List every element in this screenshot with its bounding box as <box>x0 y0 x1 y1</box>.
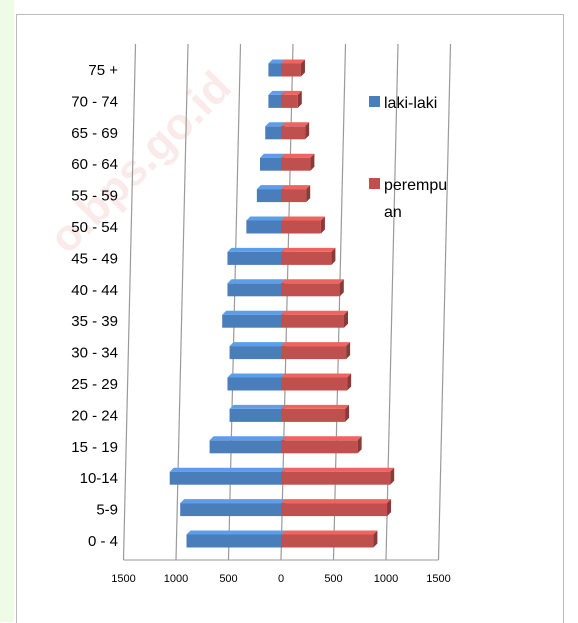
gridline <box>122 43 137 561</box>
bar-perempuan-3 <box>281 436 362 454</box>
bar-perempuan-13 <box>281 122 310 140</box>
x-tick-label: 500 <box>324 573 342 585</box>
x-tick-label: 0 <box>278 573 284 585</box>
bar-perempuan-4 <box>281 404 350 422</box>
category-label: 75 + <box>88 62 118 79</box>
bar-laki-laki-5 <box>227 373 285 391</box>
label-layer: 1500 1000 500 0 500 1000 1500 0 - 4 5-9 10-14 15 -… <box>71 62 450 585</box>
legend-item-1: perempu an <box>369 177 447 221</box>
category-label: 70 - 74 <box>71 93 118 110</box>
bar-perempuan-10 <box>281 216 325 234</box>
bar-laki-laki-9 <box>227 247 285 265</box>
bar-perempuan-1 <box>281 499 392 517</box>
category-label: 65 - 69 <box>71 125 118 142</box>
category-label: 25 - 29 <box>71 376 118 393</box>
x-tick-label: 1500 <box>111 573 135 585</box>
bar-laki-laki-4 <box>229 404 285 422</box>
category-label: 5-9 <box>96 502 118 519</box>
left-background-strip <box>0 0 14 622</box>
legend-label: an <box>384 204 402 221</box>
category-label: 55 - 59 <box>71 188 118 205</box>
bar-laki-laki-3 <box>209 436 285 454</box>
category-label: 20 - 24 <box>71 407 118 424</box>
bar-laki-laki-0 <box>186 530 285 548</box>
legend-item-0: laki-laki <box>369 95 437 112</box>
bar-laki-laki-11 <box>256 185 285 203</box>
category-label: 60 - 64 <box>71 156 118 173</box>
bar-perempuan-7 <box>281 310 348 328</box>
category-label: 50 - 54 <box>71 219 118 236</box>
x-tick-label: 1000 <box>164 573 188 585</box>
x-tick-label: 500 <box>219 573 237 585</box>
bar-laki-laki-2 <box>169 467 285 485</box>
bar-perempuan-14 <box>281 90 302 108</box>
bar-laki-laki-6 <box>229 342 285 360</box>
legend: laki-laki perempu an <box>369 95 447 221</box>
bar-perempuan-15 <box>281 59 305 77</box>
bar-perempuan-2 <box>281 467 395 485</box>
category-label: 30 - 34 <box>71 345 118 362</box>
legend-label: laki-laki <box>384 95 437 112</box>
gridline <box>437 43 452 561</box>
bar-layer <box>169 59 395 548</box>
category-label: 0 - 4 <box>88 533 118 550</box>
category-label: 10-14 <box>80 470 118 487</box>
bar-perempuan-5 <box>281 373 352 391</box>
category-label: 35 - 39 <box>71 313 118 330</box>
bar-perempuan-8 <box>281 279 344 297</box>
legend-label: perempu <box>384 177 447 194</box>
bar-laki-laki-7 <box>222 310 285 328</box>
bar-perempuan-0 <box>281 530 378 548</box>
bar-laki-laki-8 <box>227 279 285 297</box>
bar-laki-laki-10 <box>246 216 285 234</box>
bar-perempuan-6 <box>281 342 351 360</box>
bar-perempuan-11 <box>281 185 311 203</box>
bar-perempuan-9 <box>281 247 336 265</box>
category-label: 45 - 49 <box>71 250 118 267</box>
bar-laki-laki-1 <box>180 499 285 517</box>
x-tick-label: 1500 <box>426 573 450 585</box>
bar-perempuan-12 <box>281 153 315 171</box>
category-label: 40 - 44 <box>71 282 118 299</box>
category-label: 15 - 19 <box>71 439 118 456</box>
x-tick-label: 1000 <box>374 573 398 585</box>
